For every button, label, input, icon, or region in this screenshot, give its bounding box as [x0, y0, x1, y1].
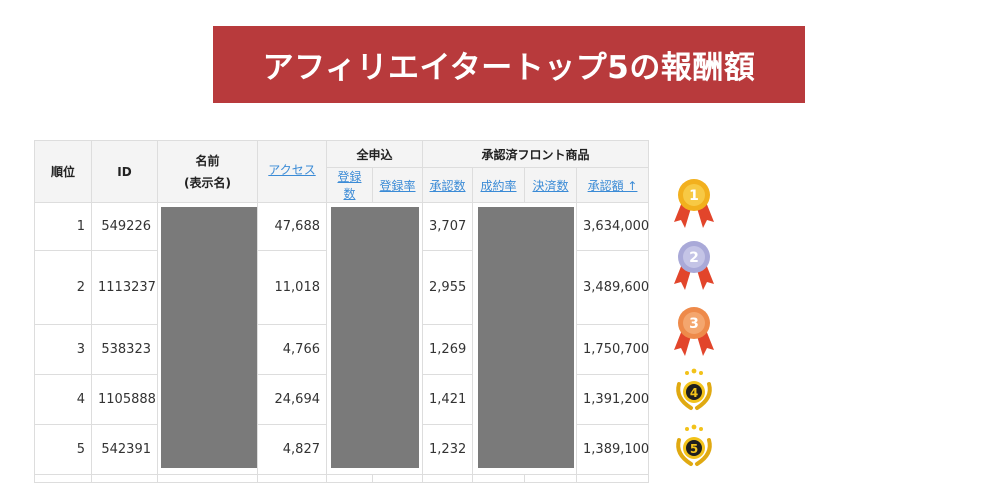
amount-cell: 1,389,100 — [576, 424, 649, 475]
medal-label: 4 — [690, 386, 698, 400]
gold-medal-icon: 1 — [674, 179, 714, 228]
access-sort-link[interactable]: アクセス — [268, 163, 316, 177]
header-approved-count: 承認数 — [422, 167, 474, 203]
name-column-redacted — [157, 202, 258, 475]
redaction-box — [478, 207, 575, 468]
medal-label: 2 — [689, 250, 699, 266]
redaction-box — [161, 207, 257, 468]
reg-count-sort-link[interactable]: 登録数 — [337, 170, 362, 201]
header-id: ID — [91, 140, 158, 203]
rank-cell: 2 — [34, 250, 92, 325]
laurel-badge-icon: 4 — [676, 368, 712, 410]
banner-title: アフィリエイタートップ5の報酬額 — [262, 50, 756, 86]
title-banner: アフィリエイタートップ5の報酬額 — [213, 26, 805, 103]
id-cell: 538323 — [91, 324, 158, 375]
header-reg-count: 登録数 — [326, 167, 373, 203]
medal-label: 3 — [689, 316, 699, 332]
header-approved-front: 承認済フロント商品 — [422, 140, 650, 168]
id-cell: 1113237 — [91, 250, 158, 325]
reg-rate-sort-link[interactable]: 登録率 — [379, 178, 416, 193]
header-name-line2: (表示名) — [184, 175, 231, 190]
registration-columns-redacted — [325, 202, 424, 475]
approved-amount-sort-link[interactable]: 承認額 ↑ — [587, 178, 638, 193]
id-cell: 1105888 — [91, 374, 158, 425]
silver-medal-icon: 2 — [674, 241, 714, 290]
approved-cell: 1,269 — [422, 324, 474, 375]
approved-cell: 3,707 — [422, 202, 474, 251]
table-row-partial — [34, 474, 650, 483]
table-row: 1 549226 47,688 3,707 3,634,000 — [34, 202, 649, 475]
access-cell: 11,018 — [257, 250, 327, 325]
approved-cell: 1,421 — [422, 374, 474, 425]
amount-cell: 1,750,700 — [576, 324, 649, 375]
table-row: 3 538323 4,766 1,269 1,750,700 — [34, 324, 649, 375]
rank-cell: 1 — [34, 202, 92, 251]
header-reg-rate: 登録率 — [371, 167, 424, 203]
redaction-box — [331, 207, 420, 468]
amount-cell: 3,634,000 — [576, 202, 649, 251]
amount-cell: 3,489,600 — [576, 250, 649, 325]
header-all-apply: 全申込 — [325, 140, 424, 168]
header-name: 名前 (表示名) — [157, 140, 258, 203]
access-cell: 47,688 — [257, 202, 327, 251]
header-approved-amount: 承認額 ↑ — [576, 167, 650, 203]
access-cell: 4,827 — [257, 424, 327, 475]
header-conversion-rate: 成約率 — [472, 167, 526, 203]
rank-cell: 5 — [34, 424, 92, 475]
header-rank: 順位 — [34, 140, 92, 203]
approved-count-sort-link[interactable]: 承認数 — [429, 178, 466, 193]
affiliate-ranking-table: 順位 ID 名前 (表示名) アクセス 全申込 承認済フロント商品 登録数 登録… — [34, 140, 649, 483]
laurel-badge-icon: 5 — [676, 424, 712, 466]
approved-cell: 1,232 — [422, 424, 474, 475]
header-name-line1: 名前 — [195, 153, 220, 168]
access-cell: 4,766 — [257, 324, 327, 375]
id-cell: 542391 — [91, 424, 158, 475]
rank-cell: 3 — [34, 324, 92, 375]
header-access: アクセス — [257, 140, 327, 203]
access-cell: 24,694 — [257, 374, 327, 425]
conversion-rate-sort-link[interactable]: 成約率 — [480, 178, 517, 193]
settled-count-sort-link[interactable]: 決済数 — [532, 178, 569, 193]
rank-cell: 4 — [34, 374, 92, 425]
medal-label: 5 — [690, 442, 698, 456]
header-settled-count: 決済数 — [524, 167, 578, 203]
bronze-medal-icon: 3 — [674, 307, 714, 356]
amount-cell: 1,391,200 — [576, 374, 649, 425]
approved-cell: 2,955 — [422, 250, 474, 325]
conversion-columns-redacted — [472, 202, 578, 475]
medal-label: 1 — [689, 188, 699, 204]
id-cell: 549226 — [91, 202, 158, 251]
